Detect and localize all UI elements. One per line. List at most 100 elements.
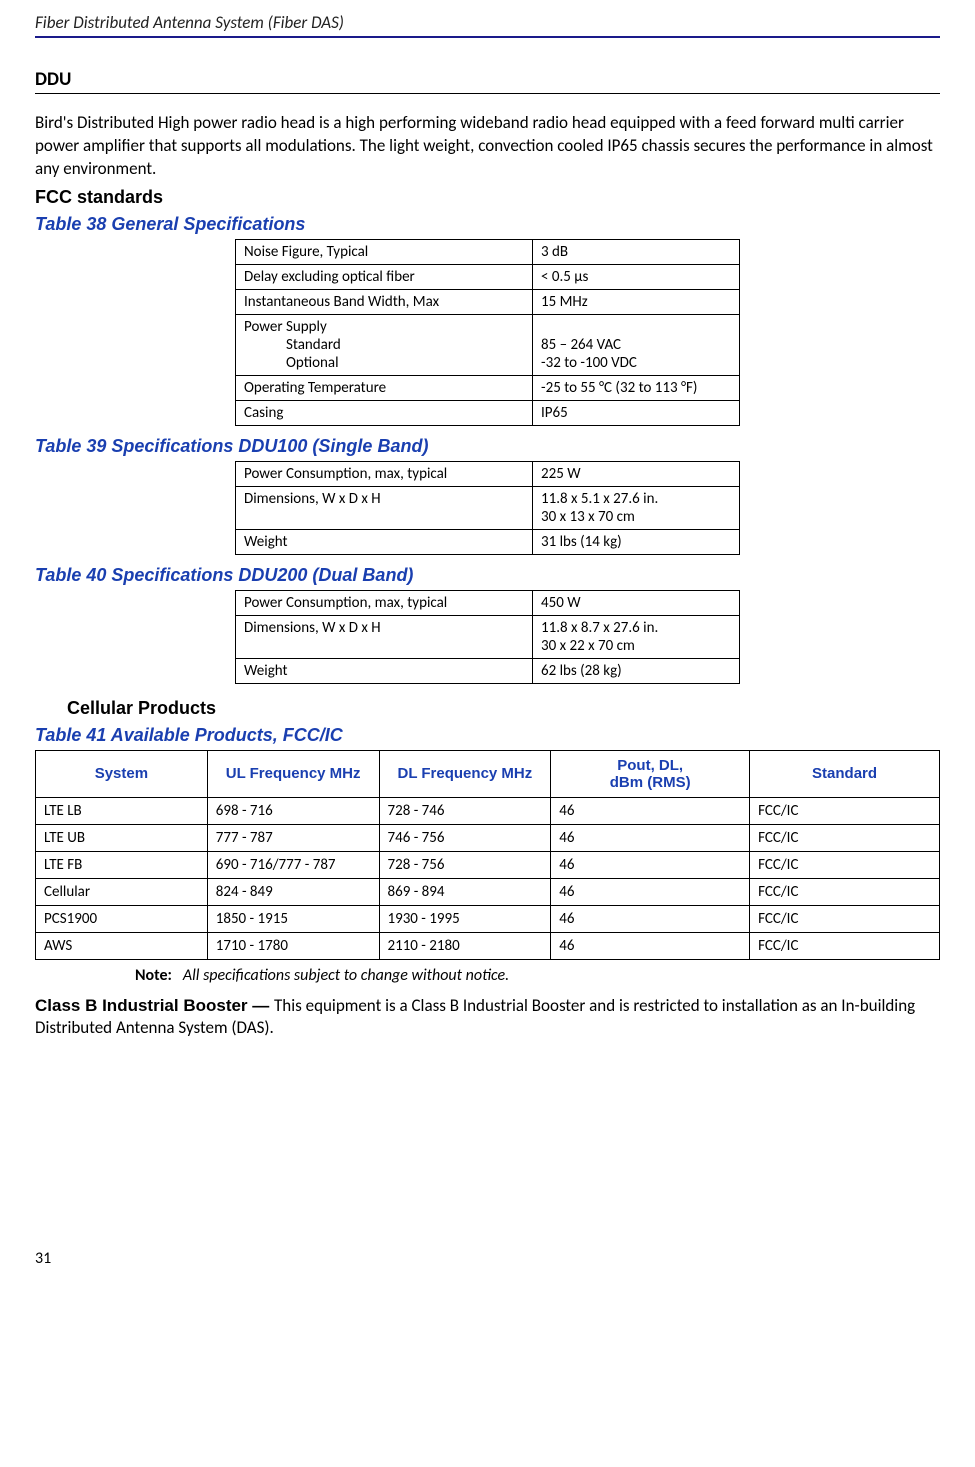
cell: FCC/IC [750,824,940,851]
table-40-caption: Table 40 Specifications DDU200 (Dual Ban… [35,565,940,586]
spec-key: Casing [236,400,533,425]
table-row: Operating Temperature-25 to 55 °C (32 to… [236,375,740,400]
table-row: Power Consumption, max, typical225 W [236,461,740,486]
power-optional-val: -32 to -100 VDC [541,354,637,372]
fcc-standards-heading: FCC standards [35,187,940,208]
spec-val: 11.8 x 8.7 x 27.6 in. 30 x 22 x 70 cm [533,615,740,658]
spec-val: -25 to 55 °C (32 to 113 °F) [533,375,740,400]
cell: 869 - 894 [379,878,551,905]
col-pout: Pout, DL, dBm (RMS) [551,750,750,797]
spec-key: Dimensions, W x D x H [236,615,533,658]
cell: 698 - 716 [207,797,379,824]
cell: 46 [551,797,750,824]
table-row: Power Consumption, max, typical450 W [236,590,740,615]
table-row: LTE FB690 - 716/777 - 787728 - 75646FCC/… [36,851,940,878]
col-dl-freq: DL Frequency MHz [379,750,551,797]
spec-key: Delay excluding optical fiber [236,264,533,289]
table-row: Instantaneous Band Width, Max15 MHz [236,289,740,314]
section-title: DDU [35,68,940,94]
spec-key: Power Supply Standard Optional [236,314,533,375]
table-row: Weight31 lbs (14 kg) [236,529,740,554]
cell: 728 - 746 [379,797,551,824]
cell: 824 - 849 [207,878,379,905]
cell: LTE FB [36,851,208,878]
cell: FCC/IC [750,851,940,878]
cell: 46 [551,851,750,878]
table-row: PCS19001850 - 19151930 - 199546FCC/IC [36,905,940,932]
cell: Cellular [36,878,208,905]
table-row: Power Supply Standard Optional 85 – 264 … [236,314,740,375]
table-row: Noise Figure, Typical3 dB [236,239,740,264]
spec-key: Power Consumption, max, typical [236,461,533,486]
spec-val: < 0.5 μs [533,264,740,289]
cell: 46 [551,824,750,851]
cell: FCC/IC [750,905,940,932]
cell: 1710 - 1780 [207,932,379,959]
cell: 777 - 787 [207,824,379,851]
table-row: Delay excluding optical fiber< 0.5 μs [236,264,740,289]
spec-key: Weight [236,658,533,683]
cell: AWS [36,932,208,959]
header-text: Fiber Distributed Antenna System (Fiber … [35,12,344,33]
table-39: Power Consumption, max, typical225 W Dim… [235,461,740,555]
spec-key: Operating Temperature [236,375,533,400]
table-row: Dimensions, W x D x H11.8 x 8.7 x 27.6 i… [236,615,740,658]
spec-key: Noise Figure, Typical [236,239,533,264]
cell: 1930 - 1995 [379,905,551,932]
power-standard-label: Standard [244,336,524,354]
page-number: 31 [35,1249,940,1268]
table-row: Cellular824 - 849869 - 89446FCC/IC [36,878,940,905]
note-text: All specifications subject to change wit… [183,966,509,985]
cell: 728 - 756 [379,851,551,878]
cell: FCC/IC [750,932,940,959]
spec-val: 62 lbs (28 kg) [533,658,740,683]
spec-key: Power Consumption, max, typical [236,590,533,615]
note-label: Note: [135,966,172,985]
spec-val: 11.8 x 5.1 x 27.6 in. 30 x 13 x 70 cm [533,486,740,529]
table-38-caption: Table 38 General Specifications [35,214,940,235]
class-b-label: Class B Industrial Booster — [35,996,274,1015]
table-row: LTE LB698 - 716728 - 74646FCC/IC [36,797,940,824]
spec-key: Weight [236,529,533,554]
cell: 1850 - 1915 [207,905,379,932]
spec-val: 31 lbs (14 kg) [533,529,740,554]
page-header: Fiber Distributed Antenna System (Fiber … [35,0,940,38]
cell: LTE UB [36,824,208,851]
table-row: Dimensions, W x D x H11.8 x 5.1 x 27.6 i… [236,486,740,529]
cellular-products-heading: Cellular Products [67,698,940,719]
spec-val: 450 W [533,590,740,615]
col-ul-freq: UL Frequency MHz [207,750,379,797]
table-row: AWS1710 - 17802110 - 218046FCC/IC [36,932,940,959]
intro-text: Bird's Distributed High power radio head… [35,112,940,181]
cell: LTE LB [36,797,208,824]
col-system: System [36,750,208,797]
table-row: Weight62 lbs (28 kg) [236,658,740,683]
cell: 46 [551,905,750,932]
spec-val: 3 dB [533,239,740,264]
col-standard: Standard [750,750,940,797]
class-b-paragraph: Class B Industrial Booster — This equipm… [35,995,940,1039]
spec-val: IP65 [533,400,740,425]
spec-val: 15 MHz [533,289,740,314]
table-41-caption: Table 41 Available Products, FCC/IC [35,725,940,746]
table-41: System UL Frequency MHz DL Frequency MHz… [35,750,940,960]
spec-key: Instantaneous Band Width, Max [236,289,533,314]
spec-key: Dimensions, W x D x H [236,486,533,529]
cell: FCC/IC [750,878,940,905]
spec-val: 225 W [533,461,740,486]
cell: 746 - 756 [379,824,551,851]
table-header-row: System UL Frequency MHz DL Frequency MHz… [36,750,940,797]
power-optional-label: Optional [244,354,524,372]
table-40: Power Consumption, max, typical450 W Dim… [235,590,740,684]
cell: 2110 - 2180 [379,932,551,959]
table-row: LTE UB777 - 787746 - 75646FCC/IC [36,824,940,851]
table-row: CasingIP65 [236,400,740,425]
cell: 690 - 716/777 - 787 [207,851,379,878]
cell: PCS1900 [36,905,208,932]
power-standard-val: 85 – 264 VAC [541,336,621,354]
power-supply-label: Power Supply [244,318,327,336]
note-line: Note: All specifications subject to chan… [135,966,940,985]
spec-val: 85 – 264 VAC -32 to -100 VDC [533,314,740,375]
cell: 46 [551,878,750,905]
table-39-caption: Table 39 Specifications DDU100 (Single B… [35,436,940,457]
